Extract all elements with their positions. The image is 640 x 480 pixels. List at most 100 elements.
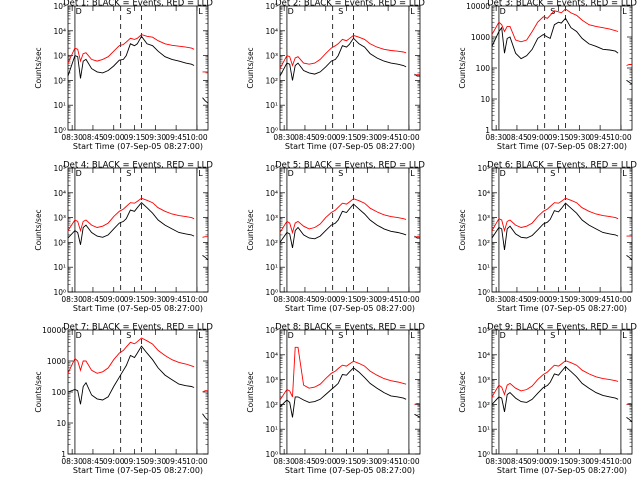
y-tick-label: 10² bbox=[477, 400, 490, 409]
annotation-d: D bbox=[288, 7, 294, 16]
x-tick-label: 08:45 bbox=[294, 133, 316, 142]
y-tick-label: 10³ bbox=[477, 214, 490, 223]
x-tick-label: 09:45 bbox=[589, 133, 611, 142]
series-line-black bbox=[491, 17, 633, 85]
y-tick-label: 10² bbox=[477, 238, 490, 247]
x-tick-label: 08:30 bbox=[273, 295, 295, 304]
y-tick-label: 10⁴ bbox=[53, 27, 66, 36]
x-tick-label: 08:45 bbox=[294, 457, 316, 466]
annotation-s: S bbox=[550, 169, 555, 178]
y-axis-label: Counts/sec bbox=[458, 209, 467, 250]
plot-frame bbox=[279, 167, 421, 293]
series-line-black bbox=[279, 203, 420, 248]
annotation-s: S bbox=[126, 331, 131, 340]
panel-9: Det 9: BLACK = Events, RED = LLD 10⁰ 10¹ 10… bbox=[458, 323, 637, 476]
x-tick-label: 10:00 bbox=[398, 133, 420, 142]
annotation-s: S bbox=[338, 169, 343, 178]
y-tick-label: 10000 bbox=[466, 2, 490, 11]
panel-title: Det 8: BLACK = Events, RED = LLD bbox=[275, 323, 425, 333]
x-tick-label: 09:30 bbox=[357, 457, 379, 466]
x-tick-label: 09:30 bbox=[145, 295, 167, 304]
series-line-black bbox=[279, 37, 420, 81]
x-tick-label: 10:00 bbox=[610, 457, 632, 466]
annotation-s: S bbox=[126, 169, 131, 178]
y-tick-label: 10⁵ bbox=[53, 164, 66, 173]
x-axis-label: Start Time (07-Sep-05 08:27:00) bbox=[285, 466, 415, 475]
x-tick-label: 08:30 bbox=[485, 457, 507, 466]
panel-7: Det 7: BLACK = Events, RED = LLD 1 10 100 10… bbox=[34, 323, 213, 476]
x-tick-label: 09:30 bbox=[357, 295, 379, 304]
y-tick-label: 1 bbox=[485, 126, 490, 135]
annotation-d: D bbox=[288, 169, 294, 178]
y-axis-label: Counts/sec bbox=[458, 47, 467, 88]
y-axis-label: Counts/sec bbox=[458, 371, 467, 412]
y-axis-label: Counts/sec bbox=[34, 47, 43, 88]
x-tick-label: 09:45 bbox=[377, 295, 399, 304]
series-line-red bbox=[67, 34, 208, 73]
y-tick-label: 10⁴ bbox=[477, 351, 490, 360]
x-tick-label: 08:30 bbox=[61, 457, 83, 466]
x-tick-label: 08:30 bbox=[485, 133, 507, 142]
x-tick-label: 09:00 bbox=[103, 295, 125, 304]
x-axis-label: Start Time (07-Sep-05 08:27:00) bbox=[497, 466, 627, 475]
panel-8: Det 8: BLACK = Events, RED = LLD 10⁰ 10¹ 10… bbox=[246, 323, 425, 476]
x-tick-label: 09:15 bbox=[548, 133, 570, 142]
y-tick-label: 10³ bbox=[265, 376, 278, 385]
plot-frame bbox=[491, 5, 633, 131]
x-tick-label: 09:15 bbox=[548, 457, 570, 466]
x-tick-label: 09:15 bbox=[124, 457, 146, 466]
x-tick-label: 08:45 bbox=[294, 295, 316, 304]
x-tick-label: 09:30 bbox=[357, 133, 379, 142]
y-tick-label: 10⁴ bbox=[53, 189, 66, 198]
y-tick-label: 1000 bbox=[47, 357, 66, 366]
x-tick-label: 10:00 bbox=[610, 295, 632, 304]
y-tick-label: 10³ bbox=[53, 52, 66, 61]
x-axis-label: Start Time (07-Sep-05 08:27:00) bbox=[285, 304, 415, 313]
x-tick-label: 09:30 bbox=[569, 133, 591, 142]
y-tick-label: 10⁰ bbox=[477, 450, 490, 459]
x-tick-label: 09:30 bbox=[145, 133, 167, 142]
x-tick-label: 09:00 bbox=[103, 457, 125, 466]
y-tick-label: 10⁵ bbox=[265, 164, 278, 173]
y-tick-label: 10³ bbox=[477, 376, 490, 385]
y-tick-label: 10⁰ bbox=[53, 288, 66, 297]
x-tick-label: 08:45 bbox=[82, 457, 104, 466]
annotation-d: D bbox=[500, 169, 506, 178]
y-tick-label: 100 bbox=[476, 64, 491, 73]
y-tick-label: 10⁴ bbox=[477, 189, 490, 198]
x-tick-label: 08:45 bbox=[506, 133, 528, 142]
x-tick-label: 08:30 bbox=[273, 133, 295, 142]
y-tick-label: 10² bbox=[53, 76, 66, 85]
x-tick-label: 09:15 bbox=[336, 133, 358, 142]
y-tick-label: 10² bbox=[265, 238, 278, 247]
y-tick-label: 1 bbox=[61, 450, 66, 459]
x-tick-label: 09:45 bbox=[589, 295, 611, 304]
series-line-black bbox=[67, 345, 209, 421]
x-tick-label: 09:00 bbox=[315, 457, 337, 466]
annotation-s: S bbox=[550, 7, 555, 16]
x-tick-label: 09:45 bbox=[165, 295, 187, 304]
x-axis-label: Start Time (07-Sep-05 08:27:00) bbox=[497, 304, 627, 313]
annotation-s: S bbox=[126, 7, 131, 16]
series-line-black bbox=[279, 367, 421, 418]
x-axis-label: Start Time (07-Sep-05 08:27:00) bbox=[497, 142, 627, 151]
annotation-d: D bbox=[76, 7, 82, 16]
x-tick-label: 09:00 bbox=[527, 133, 549, 142]
x-tick-label: 09:45 bbox=[377, 457, 399, 466]
x-tick-label: 10:00 bbox=[398, 457, 420, 466]
series-line-red bbox=[279, 346, 420, 405]
x-tick-label: 08:30 bbox=[485, 295, 507, 304]
x-tick-label: 08:45 bbox=[506, 295, 528, 304]
x-tick-label: 09:15 bbox=[336, 295, 358, 304]
panel-1: Det 1: BLACK = Events, RED = LLD 10⁰ 10¹ 10… bbox=[34, 0, 213, 151]
y-tick-label: 10 bbox=[56, 419, 66, 428]
y-tick-label: 10¹ bbox=[265, 263, 278, 272]
y-tick-label: 10³ bbox=[53, 214, 66, 223]
y-axis-label: Counts/sec bbox=[246, 47, 255, 88]
plot-frame bbox=[279, 5, 421, 131]
series-line-red bbox=[279, 198, 420, 238]
x-tick-label: 09:00 bbox=[315, 295, 337, 304]
y-tick-label: 10⁰ bbox=[265, 126, 278, 135]
y-tick-label: 10⁰ bbox=[53, 126, 66, 135]
